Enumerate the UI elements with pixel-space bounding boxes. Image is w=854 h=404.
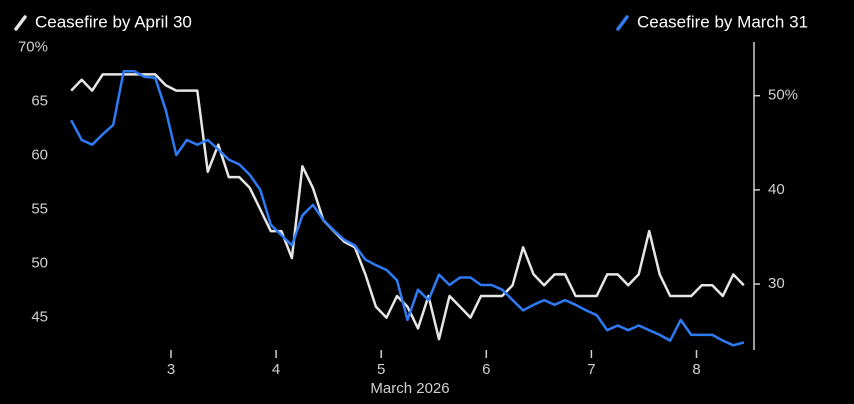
legend-swatch (616, 15, 629, 31)
x-tick-label: 3 (167, 361, 175, 378)
series-line (70, 69, 745, 347)
x-tick-label: 7 (587, 361, 595, 378)
x-tick-label: 4 (272, 361, 280, 378)
x-axis-title: March 2026 (370, 380, 449, 397)
x-tick-label: 5 (377, 361, 385, 378)
y-tick-label: 70% (18, 38, 48, 55)
x-tick-label: 6 (482, 361, 490, 378)
y-tick-label: 55 (31, 200, 48, 217)
x-tick-label: 8 (692, 361, 700, 378)
y2-tick-label: 30 (768, 275, 785, 292)
legend-swatch (14, 15, 27, 31)
legend-label: Ceasefire by April 30 (35, 12, 192, 31)
y-tick-label: 60 (31, 146, 48, 163)
y-tick-label: 45 (31, 309, 48, 326)
y2-tick-label: 50% (768, 87, 798, 104)
y-tick-label: 50 (31, 255, 48, 272)
y2-tick-label: 40 (768, 181, 785, 198)
series-line (70, 73, 745, 341)
y-tick-label: 65 (31, 92, 48, 109)
legend-label: Ceasefire by March 31 (637, 12, 808, 31)
